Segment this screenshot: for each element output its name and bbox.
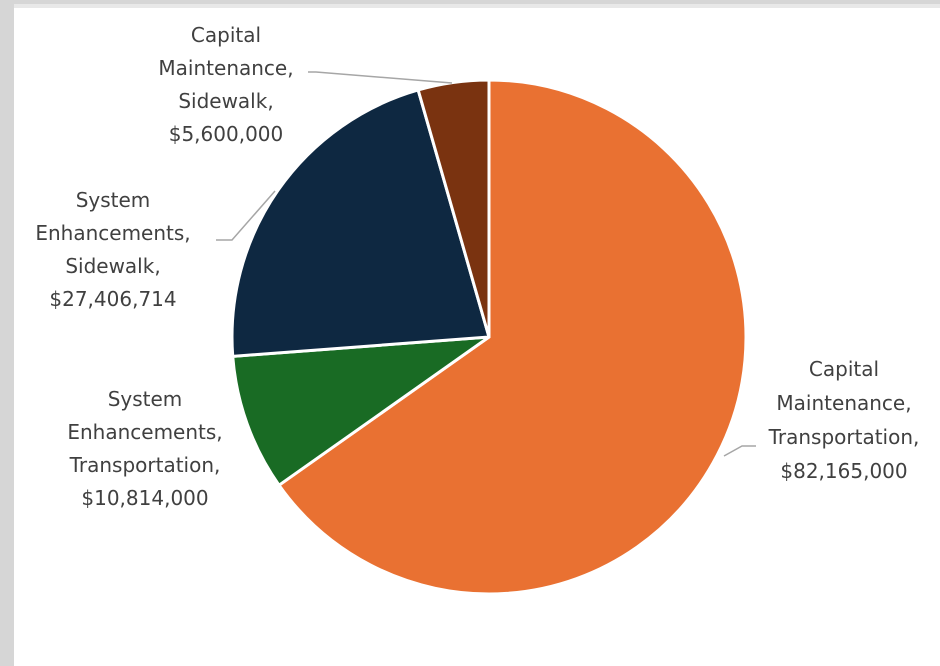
data-label-line: Sidewalk, bbox=[65, 254, 160, 278]
data-label-line: $10,814,000 bbox=[81, 486, 208, 510]
pie-slice-2 bbox=[231, 335, 491, 487]
pie-slices bbox=[230, 78, 748, 596]
data-label-line: System bbox=[108, 387, 183, 411]
leader-lines bbox=[216, 71, 756, 457]
data-label-line: Enhancements, bbox=[35, 221, 190, 245]
data-label-line: Capital bbox=[191, 23, 261, 47]
data-label-line: Transportation, bbox=[69, 453, 221, 477]
data-label-3: System Enhancements, Sidewalk, $27,406,714 bbox=[35, 188, 190, 311]
data-label-line: $5,600,000 bbox=[169, 122, 284, 146]
data-label-line: $27,406,714 bbox=[49, 287, 176, 311]
data-labels: Capital Maintenance, Transportation, $82,16… bbox=[35, 23, 919, 510]
pie-slice-3 bbox=[230, 88, 491, 358]
data-label-2: System Enhancements, Transportation, $10,81… bbox=[67, 387, 222, 510]
data-label-line: $82,165,000 bbox=[780, 459, 907, 483]
data-label-1: Capital Maintenance, Transportation, $82,16… bbox=[768, 357, 920, 483]
leader-line-1 bbox=[723, 445, 756, 457]
pie-slice-4 bbox=[416, 78, 491, 339]
leader-line-4 bbox=[308, 71, 453, 84]
data-label-line: Capital bbox=[809, 357, 879, 381]
data-label-4: Capital Maintenance, Sidewalk, $5,600,000 bbox=[158, 23, 293, 146]
data-label-line: Maintenance, bbox=[158, 56, 293, 80]
data-label-line: Sidewalk, bbox=[178, 89, 273, 113]
pie-slice-1 bbox=[277, 78, 748, 596]
data-label-line: Enhancements, bbox=[67, 420, 222, 444]
data-label-line: System bbox=[76, 188, 151, 212]
data-label-line: Maintenance, bbox=[776, 391, 911, 415]
leader-line-3 bbox=[216, 190, 276, 241]
data-label-line: Transportation, bbox=[768, 425, 920, 449]
chart-top-border bbox=[14, 4, 940, 8]
